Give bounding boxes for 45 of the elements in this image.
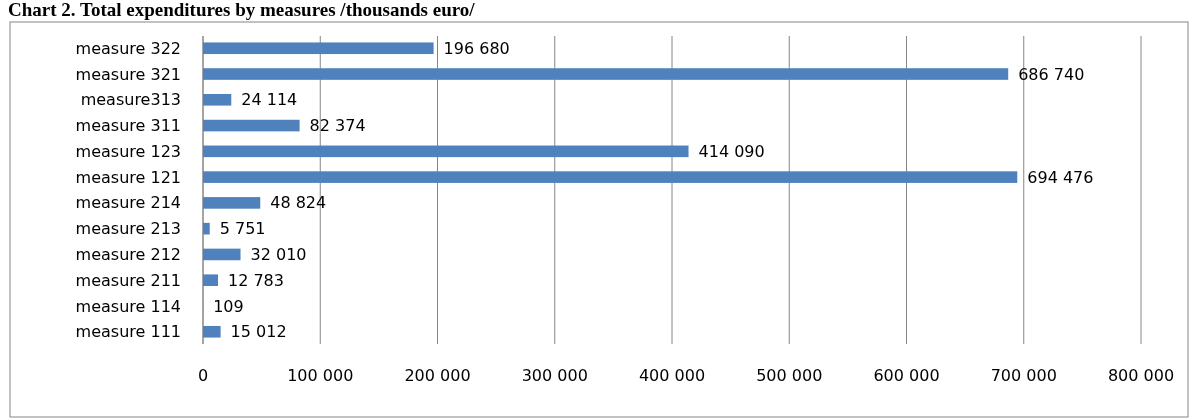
bar bbox=[203, 222, 210, 235]
y-tick-label: measure 214 bbox=[75, 193, 181, 213]
x-tick-label: 300 000 bbox=[521, 366, 588, 385]
data-label: 686 740 bbox=[1018, 64, 1085, 84]
bar bbox=[203, 197, 261, 209]
bar bbox=[203, 93, 232, 106]
bar bbox=[203, 42, 434, 55]
x-tick-label: 100 000 bbox=[287, 366, 354, 385]
y-tick-label: measure 123 bbox=[75, 141, 181, 161]
chart-title: Chart 2. Total expenditures by measures /thousands euro/ bbox=[8, 0, 476, 20]
data-label: 32 010 bbox=[250, 245, 307, 265]
x-tick-label: 800 000 bbox=[1107, 366, 1175, 385]
y-tick-label: measure 213 bbox=[75, 219, 181, 239]
y-tick-label: measure 311 bbox=[75, 116, 181, 136]
y-tick-label: measure 114 bbox=[75, 296, 181, 316]
y-tick-label: measure 111 bbox=[75, 322, 181, 342]
bar bbox=[203, 171, 1018, 183]
data-label: 15 012 bbox=[230, 322, 287, 342]
bar bbox=[203, 119, 300, 132]
x-tick-label: 500 000 bbox=[756, 366, 823, 385]
data-label: 694 476 bbox=[1027, 167, 1094, 187]
data-label: 109 bbox=[213, 296, 244, 316]
y-tick-label: measure 321 bbox=[75, 64, 181, 84]
bar bbox=[203, 68, 1009, 80]
data-label: 12 783 bbox=[227, 270, 284, 290]
y-tick-label: measure313 bbox=[80, 90, 181, 110]
y-tick-label: measure 212 bbox=[75, 245, 181, 265]
data-label: 82 374 bbox=[309, 116, 366, 136]
x-tick-label: 700 000 bbox=[990, 366, 1057, 385]
bar bbox=[203, 248, 241, 261]
bar bbox=[203, 145, 689, 158]
x-tick-label: 400 000 bbox=[638, 366, 706, 385]
y-tick-label: measure 322 bbox=[75, 38, 181, 58]
data-label: 5 751 bbox=[219, 219, 266, 239]
bar bbox=[203, 274, 218, 287]
x-tick-label: 0 bbox=[197, 366, 209, 385]
y-tick-label: measure 211 bbox=[75, 270, 181, 290]
data-label: 24 114 bbox=[241, 90, 298, 110]
x-tick-label: 200 000 bbox=[404, 366, 471, 385]
data-label: 196 680 bbox=[443, 38, 510, 58]
x-tick-label: 600 000 bbox=[873, 366, 940, 385]
y-tick-label: measure 121 bbox=[75, 167, 181, 187]
bar bbox=[203, 325, 221, 338]
data-label: 414 090 bbox=[698, 141, 765, 161]
data-label: 48 824 bbox=[270, 193, 327, 213]
